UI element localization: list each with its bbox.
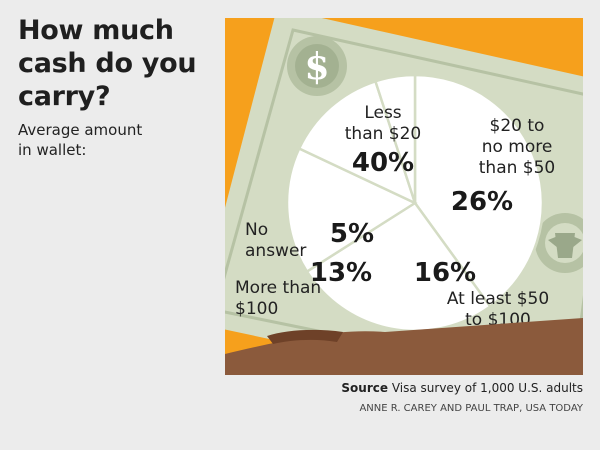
slice-label: Less than $20 [345, 103, 421, 144]
slice-value-label: 16% [414, 258, 476, 288]
slice-value-label: 5% [330, 219, 374, 249]
slice-value-label: 13% [310, 258, 372, 288]
slice-value-label: 26% [451, 187, 513, 217]
slice-label: More than $100 [235, 278, 321, 319]
slice-label: No answer [245, 220, 306, 261]
wallet [225, 318, 583, 375]
illustration-panel: $ Less than $20 40% $20 to no more than $50 26… [225, 18, 583, 375]
chart-title: How much cash do you carry? [18, 15, 197, 112]
slice-value-label: 40% [352, 148, 414, 178]
source-label: Source [341, 381, 389, 395]
eagle-seal-icon [535, 213, 583, 273]
pie-slice [413, 73, 545, 309]
bill-border [225, 28, 583, 375]
svg-text:$: $ [304, 46, 329, 88]
source-note: Source Visa survey of 1,000 U.S. adults [341, 381, 583, 395]
pie-slices [285, 73, 545, 333]
pie-chart: $ Less than $20 40% $20 to no more than $50 26… [225, 18, 583, 375]
credit-line: ANNE R. CAREY AND PAUL TRAP, USA TODAY [359, 403, 583, 414]
pie-slice [285, 146, 418, 274]
pie-slice [297, 79, 418, 206]
slice-label: $20 to no more than $50 [479, 116, 555, 178]
pie-slice [373, 73, 417, 204]
chart-subtitle: Average amount in wallet: [18, 121, 143, 159]
dollar-seal-icon: $ [287, 36, 347, 96]
source-text: Visa survey of 1,000 U.S. adults [391, 381, 583, 395]
pie-slice [305, 201, 492, 333]
